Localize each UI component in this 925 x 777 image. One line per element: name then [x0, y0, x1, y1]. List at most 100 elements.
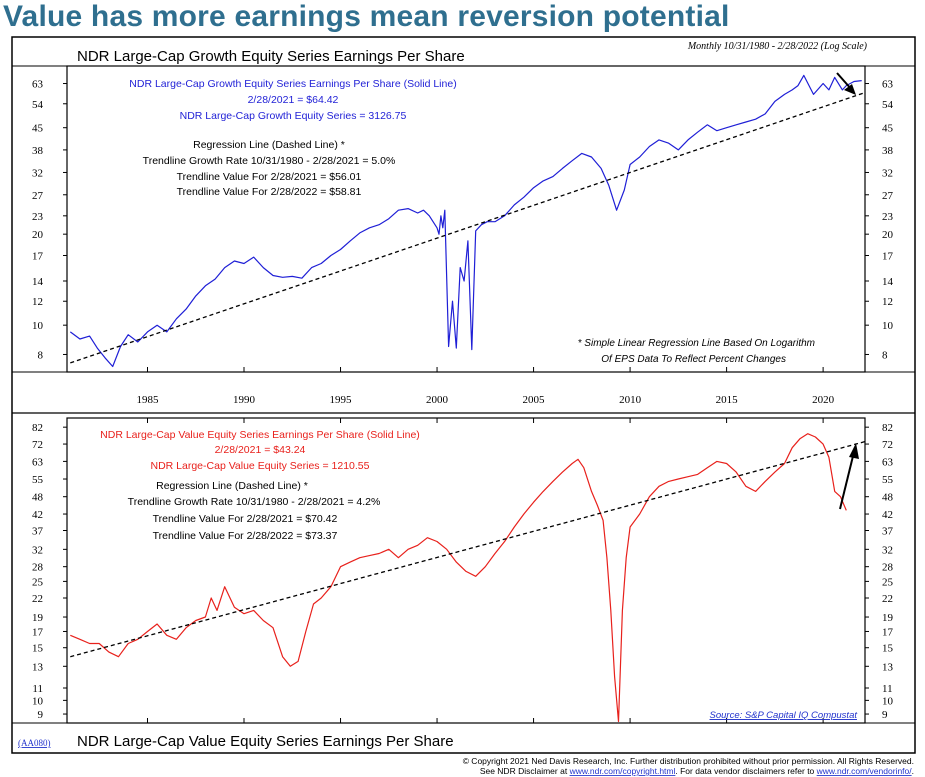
bottom-ytick-label-left: 42	[32, 509, 43, 521]
top-chart-title: NDR Large-Cap Growth Equity Series Earni…	[77, 48, 465, 65]
bottom-regression-line-3: Trendline Value For 2/28/2021 = $70.42	[153, 513, 338, 525]
top-ytick-label-left: 32	[32, 167, 43, 179]
bottom-ytick-label-right: 32	[882, 544, 893, 556]
vendorinfo-link[interactable]: www.ndr.com/vendorinfo/	[816, 766, 913, 776]
bottom-ytick-label-left: 10	[32, 695, 44, 707]
bottom-legend-line-3: NDR Large-Cap Value Equity Series = 1210…	[151, 460, 370, 472]
bottom-ytick-label-left: 9	[38, 709, 44, 721]
top-ytick-label-left: 63	[32, 79, 44, 91]
top-ytick-label-left: 45	[32, 123, 44, 135]
xtick-label: 1990	[233, 394, 256, 406]
bottom-ytick-label-right: 11	[882, 683, 893, 695]
bottom-ytick-label-left: 32	[32, 544, 43, 556]
bottom-ytick-label-right: 82	[882, 422, 893, 434]
top-ytick-label-right: 8	[882, 349, 888, 361]
top-footnote-line-2: Of EPS Data To Reflect Percent Changes	[601, 354, 786, 365]
x-axis-ticks: 1985 1990 1995 2000 2005 2010 2015 2020	[136, 367, 835, 723]
top-ytick-label-left: 27	[32, 190, 44, 202]
top-series-group	[69, 74, 866, 368]
footer-copyright: © Copyright 2021 Ned Davis Research, Inc…	[463, 756, 914, 766]
bottom-ytick-label-right: 19	[882, 612, 894, 624]
top-ytick-label-left: 17	[32, 251, 44, 263]
bottom-ytick-label-right: 25	[882, 576, 894, 588]
top-ytick-label-right: 63	[882, 79, 894, 91]
bottom-ytick-label-right: 22	[882, 593, 893, 605]
bottom-ytick-label-left: 22	[32, 593, 43, 605]
bottom-ytick-label-right: 10	[882, 695, 894, 707]
top-ytick-label-left: 14	[32, 276, 44, 288]
top-footnote: * Simple Linear Regression Line Based On…	[578, 338, 815, 365]
period-note: Monthly 10/31/1980 - 2/28/2022 (Log Scal…	[687, 41, 868, 52]
bottom-legend: NDR Large-Cap Value Equity Series Earnin…	[100, 429, 420, 542]
bottom-ytick-label-left: 55	[32, 474, 44, 486]
bottom-series-group	[70, 433, 866, 723]
bottom-ytick-label-right: 48	[882, 492, 894, 504]
top-ytick-label-left: 23	[32, 211, 44, 223]
top-regression-line	[70, 91, 866, 364]
top-legend-line-2: 2/28/2021 = $64.42	[248, 94, 339, 106]
xtick-label: 1985	[136, 394, 159, 406]
source-link[interactable]: Source: S&P Capital IQ Compustat	[710, 710, 858, 721]
bottom-ytick-label-right: 37	[882, 525, 894, 537]
top-legend-line-3: NDR Large-Cap Growth Equity Series = 312…	[180, 110, 407, 122]
copyright-link[interactable]: www.ndr.com/copyright.html	[569, 766, 676, 776]
xtick-label: 2005	[523, 394, 546, 406]
top-regression-line-3: Trendline Value For 2/28/2021 = $56.01	[177, 171, 362, 183]
bottom-regression-line	[70, 440, 866, 658]
xtick-label: 1995	[330, 394, 353, 406]
bottom-regression-line-4: Trendline Value For 2/28/2022 = $73.37	[153, 530, 338, 542]
top-ytick-label-left: 20	[32, 229, 44, 241]
bottom-ytick-label-right: 9	[882, 709, 888, 721]
top-ytick-label-right: 38	[882, 145, 894, 157]
bottom-ytick-label-left: 37	[32, 525, 44, 537]
top-legend-line-1: NDR Large-Cap Growth Equity Series Earni…	[129, 78, 456, 90]
bottom-ytick-label-right: 63	[882, 456, 894, 468]
top-ytick-label-left: 38	[32, 145, 44, 157]
bottom-legend-line-1: NDR Large-Cap Value Equity Series Earnin…	[100, 429, 420, 441]
top-footnote-line-1: * Simple Linear Regression Line Based On…	[578, 338, 815, 349]
xtick-label: 2020	[812, 394, 835, 406]
top-ytick-label-left: 12	[32, 296, 43, 308]
top-ytick-label-right: 10	[882, 320, 894, 332]
top-y-axis: 8 8 10 10 12 12 14 14 17 17 20 20 23 23 27 27 32 32 38 38 45…	[32, 79, 894, 362]
bottom-ytick-label-left: 15	[32, 643, 44, 655]
top-regression-line-1: Regression Line (Dashed Line) *	[193, 139, 345, 151]
bottom-regression-line-1: Regression Line (Dashed Line) *	[156, 480, 308, 492]
footer-disclaimer-c: .	[912, 766, 914, 776]
bottom-ytick-label-left: 17	[32, 626, 44, 638]
top-ytick-label-right: 27	[882, 190, 894, 202]
bottom-ytick-label-left: 82	[32, 422, 43, 434]
top-arrow	[836, 72, 856, 95]
top-ytick-label-right: 20	[882, 229, 894, 241]
bottom-eps-line	[70, 433, 847, 723]
bottom-ytick-label-right: 15	[882, 643, 894, 655]
footer-disclaimer-a: See NDR Disclaimer at	[480, 766, 570, 776]
top-ytick-label-right: 54	[882, 99, 894, 111]
footer-disclaimer-b: . For data vendor disclaimers refer to	[675, 766, 816, 776]
bottom-ytick-label-right: 55	[882, 474, 894, 486]
xtick-label: 2000	[426, 394, 449, 406]
xtick-label: 2015	[716, 394, 739, 406]
top-ytick-label-right: 12	[882, 296, 893, 308]
bottom-ytick-label-left: 13	[32, 661, 44, 673]
top-ytick-label-right: 45	[882, 123, 894, 135]
top-legend: NDR Large-Cap Growth Equity Series Earni…	[129, 78, 456, 198]
top-ytick-label-right: 23	[882, 211, 894, 223]
top-regression-line-2: Trendline Growth Rate 10/31/1980 - 2/28/…	[143, 155, 396, 167]
top-regression-line-4: Trendline Value For 2/28/2022 = $58.81	[177, 186, 362, 198]
top-ytick-label-left: 8	[38, 349, 44, 361]
xtick-label: 2010	[619, 394, 642, 406]
bottom-legend-line-2: 2/28/2021 = $43.24	[215, 444, 306, 456]
bottom-ytick-label-left: 25	[32, 576, 44, 588]
bottom-ytick-label-left: 72	[32, 439, 43, 451]
bottom-arrow	[839, 443, 859, 510]
bottom-regression-line-2: Trendline Growth Rate 10/31/1980 - 2/28/…	[128, 496, 381, 508]
top-ytick-label-left: 54	[32, 99, 44, 111]
bottom-ytick-label-left: 48	[32, 492, 44, 504]
bottom-ytick-label-right: 13	[882, 661, 894, 673]
top-ytick-label-right: 32	[882, 167, 893, 179]
top-ytick-label-right: 14	[882, 276, 894, 288]
chart-code-link[interactable]: (AA080)	[18, 738, 51, 748]
